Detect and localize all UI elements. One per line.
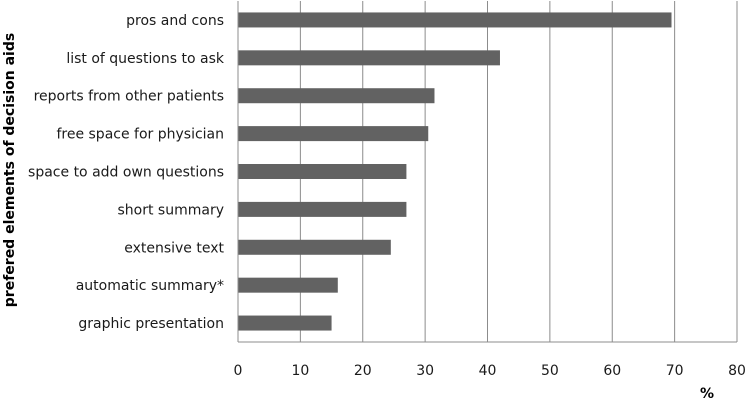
x-tick-label: 30 bbox=[416, 363, 434, 379]
x-tick-label: 10 bbox=[291, 363, 309, 379]
category-label: reports from other patients bbox=[34, 89, 224, 105]
x-tick-label: 60 bbox=[603, 363, 621, 379]
category-labels: pros and cons list of questions to ask rep… bbox=[28, 13, 225, 332]
bar bbox=[238, 201, 407, 217]
category-label: graphic presentation bbox=[78, 316, 224, 332]
x-axis-title: % bbox=[700, 386, 714, 402]
category-label: short summary bbox=[118, 202, 225, 218]
bar bbox=[238, 315, 332, 331]
bars bbox=[238, 12, 672, 331]
y-axis-title: prefered elements of decision aids bbox=[2, 33, 18, 307]
x-tick-labels: 0 10 20 30 40 50 60 70 80 bbox=[234, 363, 745, 379]
category-label: free space for physician bbox=[56, 127, 224, 143]
bar bbox=[238, 277, 338, 293]
x-tick-label: 0 bbox=[234, 363, 243, 379]
category-label: pros and cons bbox=[126, 13, 224, 29]
category-label: automatic summary* bbox=[76, 278, 224, 294]
category-label: list of questions to ask bbox=[66, 51, 225, 67]
bar bbox=[238, 164, 407, 179]
x-tick-label: 20 bbox=[354, 363, 372, 379]
x-tick-label: 70 bbox=[666, 363, 684, 379]
x-tick-label: 40 bbox=[479, 363, 497, 379]
x-tick-label: 50 bbox=[541, 363, 559, 379]
bar bbox=[238, 12, 672, 28]
category-label: extensive text bbox=[124, 240, 224, 256]
bar bbox=[238, 50, 500, 66]
x-tick-label: 80 bbox=[728, 363, 745, 379]
bar bbox=[238, 239, 391, 255]
bar bbox=[238, 88, 435, 104]
category-label: space to add own questions bbox=[28, 165, 224, 181]
bar bbox=[238, 126, 429, 142]
